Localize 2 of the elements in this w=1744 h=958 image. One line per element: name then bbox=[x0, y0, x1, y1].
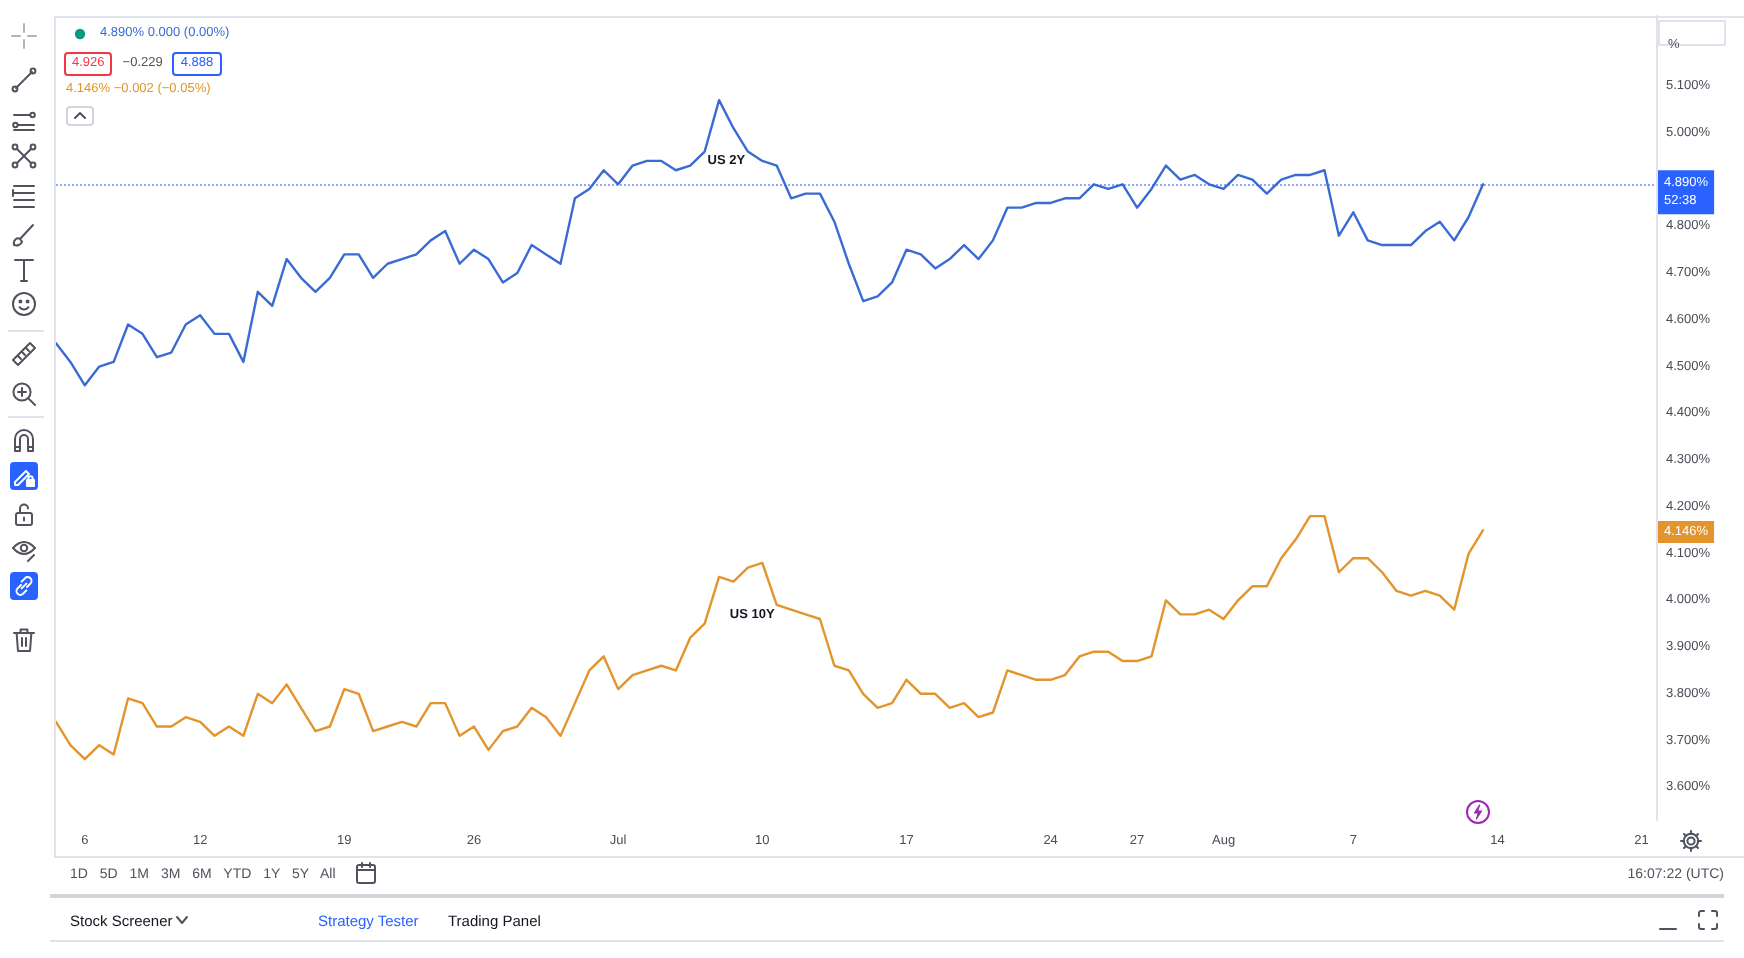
line-series bbox=[54, 98, 1485, 387]
line-series bbox=[54, 514, 1485, 761]
